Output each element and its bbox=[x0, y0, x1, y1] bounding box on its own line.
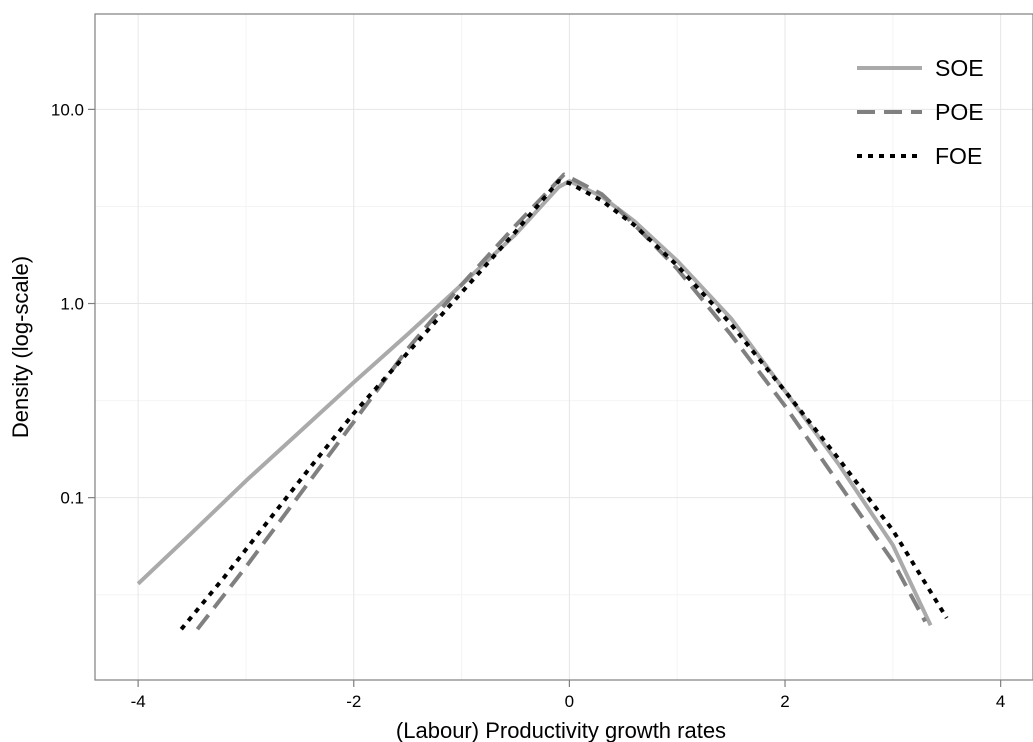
x-axis-label: (Labour) Productivity growth rates bbox=[396, 718, 726, 742]
x-tick-label: -2 bbox=[346, 692, 361, 711]
legend-label-poe: POE bbox=[935, 99, 984, 125]
x-tick-label: -4 bbox=[131, 692, 146, 711]
series-line-poe bbox=[195, 172, 927, 631]
x-tick-label: 2 bbox=[780, 692, 789, 711]
legend-label-foe: FOE bbox=[935, 143, 982, 169]
x-tick-label: 0 bbox=[565, 692, 574, 711]
legend-label-soe: SOE bbox=[935, 55, 984, 81]
x-tick-label: 4 bbox=[996, 692, 1005, 711]
x-axis: -4 -2 0 2 4 bbox=[131, 680, 1005, 711]
y-tick-label: 10.0 bbox=[51, 100, 84, 119]
grid-lines bbox=[95, 14, 1033, 680]
plot-frame bbox=[94, 13, 1033, 681]
y-tick-label: 0.1 bbox=[60, 489, 84, 508]
legend: SOE POE FOE bbox=[857, 55, 984, 169]
series-line-foe bbox=[179, 179, 949, 631]
series-lines bbox=[136, 172, 949, 631]
y-tick-label: 1.0 bbox=[60, 295, 84, 314]
y-axis-label: Density (log-scale) bbox=[8, 256, 33, 438]
y-axis: 0.1 1.0 10.0 bbox=[51, 100, 95, 508]
